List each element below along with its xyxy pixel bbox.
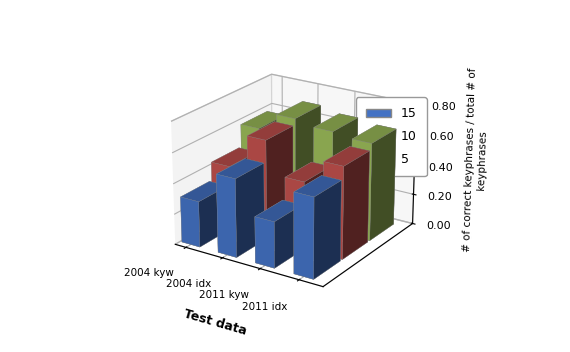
Legend: 15, 10, 5: 15, 10, 5 [356, 97, 427, 176]
X-axis label: Test data: Test data [182, 308, 249, 338]
